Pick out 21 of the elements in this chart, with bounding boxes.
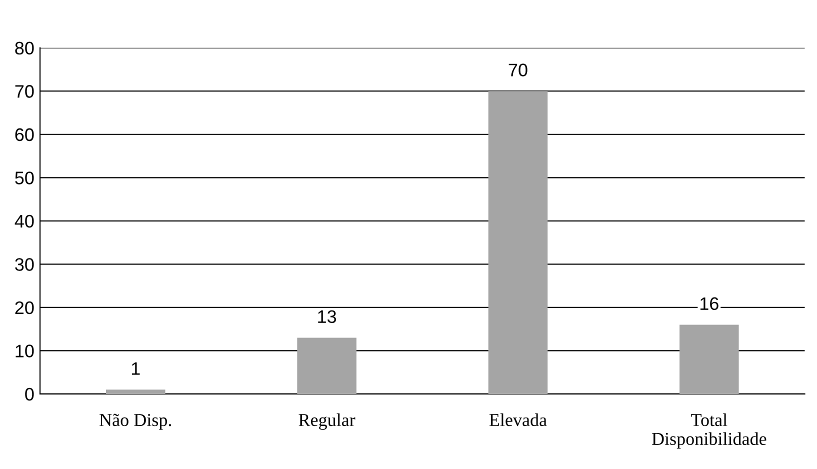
y-tick-label: 50 xyxy=(15,172,34,184)
x-tick-label: Elevada xyxy=(489,413,547,426)
bar xyxy=(680,324,739,394)
bar xyxy=(297,338,356,394)
bar xyxy=(106,390,166,394)
bar xyxy=(488,91,548,394)
x-tick-label: Total Disponibilidade xyxy=(652,413,766,449)
y-tick-label: 0 xyxy=(25,388,34,401)
y-tick-label: 20 xyxy=(15,301,34,314)
y-tick-label: 40 xyxy=(14,214,34,228)
x-tick-label: Não Disp. xyxy=(100,414,172,430)
data-label: 70 xyxy=(508,64,528,76)
data-label: 1 xyxy=(132,362,140,375)
y-tick-label: 80 xyxy=(15,42,34,55)
y-tick-label: 30 xyxy=(15,258,34,271)
y-tick-label: 70 xyxy=(15,85,34,98)
y-tick-label: 10 xyxy=(16,344,34,358)
y-tick-label: 60 xyxy=(15,128,34,142)
data-label: 13 xyxy=(318,310,336,324)
x-tick-label: Regular xyxy=(298,413,356,430)
data-label: 16 xyxy=(700,297,718,310)
